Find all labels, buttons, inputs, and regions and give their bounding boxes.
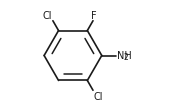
Text: NH: NH <box>117 51 132 60</box>
Text: Cl: Cl <box>43 11 52 21</box>
Text: Cl: Cl <box>94 91 103 101</box>
Text: F: F <box>91 11 96 20</box>
Text: 2: 2 <box>124 53 128 62</box>
